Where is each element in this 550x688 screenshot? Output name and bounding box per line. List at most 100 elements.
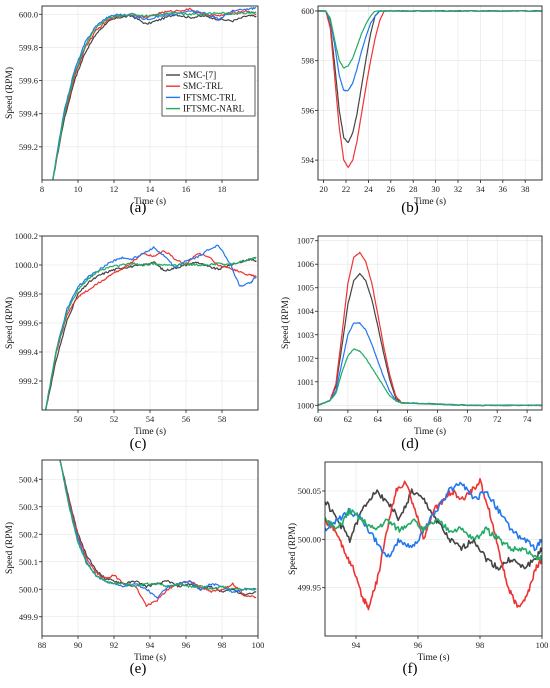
series-line-smc-7-	[45, 258, 257, 410]
y-tick-label: 1000	[297, 400, 314, 410]
x-tick-label: 8	[40, 184, 44, 194]
x-tick-label: 70	[463, 414, 472, 424]
y-tick-label: 1004	[297, 306, 315, 316]
y-axis-label: Speed (RPM)	[280, 297, 291, 349]
x-axis-label: Time (s)	[417, 652, 449, 663]
chart-d: 60 62 64 66 68 70 72 74 1000 1001 1002 1003 1004 1005…	[280, 235, 543, 452]
legend-label: SMC-[7]	[183, 70, 216, 80]
y-tick-label: 999.8	[19, 289, 38, 299]
series-line-smc-trl	[45, 250, 257, 410]
series-line-iftsmc-narl	[45, 256, 257, 410]
legend-label: SMC-TRL	[183, 81, 223, 91]
panel-label: (d)	[401, 436, 419, 452]
y-tick-label: 1003	[297, 330, 314, 340]
series-line-smc-7-	[325, 488, 542, 571]
x-tick-label: 96	[182, 640, 191, 650]
series-line-smc-7-	[59, 460, 257, 596]
x-tick-label: 32	[454, 184, 463, 194]
y-tick-label: 1006	[297, 259, 314, 269]
x-tick-label: 72	[493, 414, 502, 424]
x-tick-label: 94	[352, 640, 361, 650]
series-line-iftsmc-trl	[318, 322, 542, 407]
x-tick-label: 98	[218, 640, 227, 650]
series-line-smc-7-	[318, 272, 542, 407]
x-tick-label: 52	[110, 414, 119, 424]
x-tick-label: 68	[433, 414, 442, 424]
series-line-smc-7-	[318, 10, 542, 144]
series-line-smc-trl	[325, 478, 542, 611]
series-line-iftsmc-trl	[318, 10, 542, 92]
y-tick-label: 1007	[297, 236, 314, 246]
x-tick-label: 38	[521, 184, 530, 194]
x-axis-label: Time (s)	[414, 196, 446, 207]
y-tick-label: 500.1	[19, 557, 38, 567]
x-tick-label: 24	[364, 184, 373, 194]
x-tick-label: 58	[218, 414, 227, 424]
plot-frame	[317, 5, 543, 181]
x-tick-label: 96	[414, 640, 423, 650]
plot-frame	[324, 461, 543, 637]
y-axis-label: Speed (RPM)	[4, 67, 15, 119]
y-axis-label: Speed (RPM)	[287, 523, 298, 575]
series-line-smc-trl	[52, 7, 257, 180]
y-tick-label: 500.00	[298, 534, 321, 544]
y-tick-label: 1005	[297, 283, 314, 293]
x-tick-label: 94	[146, 640, 155, 650]
series-line-iftsmc-narl	[59, 460, 257, 591]
chart-e: 88 90 92 94 96 98 100 499.9 500.0 500.1 500.2 500.3…	[4, 459, 264, 677]
chart-c: 50 52 54 56 58 999.2 999.4 999.6 999.8 1000.0 1000…	[4, 231, 259, 452]
y-tick-label: 500.4	[19, 474, 39, 484]
x-tick-label: 14	[146, 184, 155, 194]
x-tick-label: 28	[409, 184, 418, 194]
y-tick-label: 500.2	[19, 529, 38, 539]
series-line-iftsmc-narl	[52, 11, 257, 180]
x-tick-label: 88	[38, 640, 47, 650]
y-tick-label: 1002	[297, 353, 314, 363]
x-axis-label: Time (s)	[414, 426, 446, 437]
y-tick-label: 600.0	[19, 9, 38, 19]
series-line-smc-7-	[52, 14, 257, 180]
y-tick-label: 1000.2	[15, 231, 38, 241]
x-tick-label: 98	[476, 640, 485, 650]
y-tick-label: 599.6	[19, 76, 38, 86]
x-tick-label: 20	[319, 184, 328, 194]
y-tick-label: 500.3	[19, 502, 38, 512]
chart-a: 8 10 12 14 16 18 599.2 599.4 599.6 599.8 600.0 Time…	[4, 5, 259, 216]
x-tick-label: 54	[146, 414, 155, 424]
x-tick-label: 90	[74, 640, 83, 650]
y-tick-label: 500.0	[19, 584, 38, 594]
series-line-iftsmc-narl	[318, 348, 542, 407]
y-tick-label: 499.9	[19, 612, 38, 622]
x-tick-label: 22	[342, 184, 351, 194]
y-tick-label: 499.95	[298, 583, 321, 593]
y-tick-label: 599.8	[19, 42, 38, 52]
y-tick-label: 1001	[297, 377, 314, 387]
series-line-smc-trl	[318, 10, 542, 168]
series-line-iftsmc-trl	[52, 7, 257, 180]
plot-frame	[317, 235, 543, 411]
series-line-iftsmc-narl	[325, 508, 542, 562]
legend-label: IFTSMC-TRL	[183, 92, 237, 102]
x-tick-label: 10	[74, 184, 83, 194]
series-line-iftsmc-trl	[45, 244, 257, 410]
legend-label: IFTSMC-NARL	[183, 104, 245, 114]
x-tick-label: 30	[431, 184, 440, 194]
series-line-smc-trl	[59, 460, 257, 607]
x-axis-label: Time (s)	[134, 426, 166, 437]
x-tick-label: 100	[536, 640, 549, 650]
x-tick-label: 92	[110, 640, 119, 650]
y-tick-label: 999.6	[19, 318, 38, 328]
series-line-iftsmc-narl	[318, 10, 542, 69]
y-tick-label: 999.2	[19, 376, 38, 386]
panel-label: (b)	[401, 200, 419, 216]
y-tick-label: 1000.0	[15, 260, 38, 270]
y-tick-label: 599.2	[19, 142, 38, 152]
chart-b: 20 22 24 26 28 30 32 34 36 38 594 596 598 600 Time (s)…	[301, 5, 543, 216]
panel-label: (e)	[130, 661, 147, 677]
y-tick-label: 599.4	[19, 109, 39, 119]
y-tick-label: 598	[301, 56, 314, 66]
chart-f: 94 96 98 100 499.95 500.00 500.05 Time (s) Speed…	[287, 461, 549, 677]
y-tick-label: 999.4	[19, 347, 39, 357]
x-tick-label: 16	[182, 184, 191, 194]
